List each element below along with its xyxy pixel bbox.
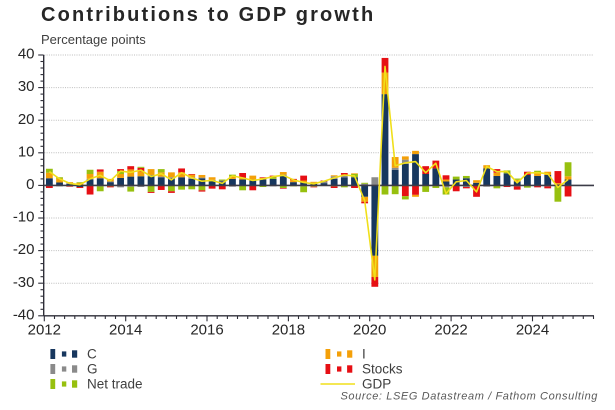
svg-text:GDP: GDP (362, 377, 391, 392)
svg-text:I: I (362, 347, 366, 362)
svg-text:2022: 2022 (434, 322, 467, 339)
svg-text:40: 40 (18, 46, 35, 63)
svg-text:-10: -10 (13, 209, 35, 226)
svg-text:-30: -30 (13, 274, 35, 291)
svg-text:10: 10 (18, 143, 35, 160)
svg-text:Stocks: Stocks (362, 362, 403, 377)
svg-text:20: 20 (18, 111, 35, 128)
svg-text:2020: 2020 (353, 322, 386, 339)
svg-text:2024: 2024 (516, 322, 549, 339)
svg-text:2018: 2018 (272, 322, 305, 339)
svg-text:Net trade: Net trade (87, 377, 143, 392)
svg-text:Contributions to GDP growth: Contributions to GDP growth (41, 4, 375, 26)
svg-text:2012: 2012 (28, 322, 61, 339)
svg-text:2016: 2016 (190, 322, 223, 339)
svg-text:G: G (87, 362, 98, 377)
svg-text:Percentage points: Percentage points (41, 32, 146, 47)
svg-text:30: 30 (18, 78, 35, 95)
svg-text:-20: -20 (13, 241, 35, 258)
svg-text:C: C (87, 347, 97, 362)
svg-text:0: 0 (26, 176, 34, 193)
svg-text:2014: 2014 (109, 322, 142, 339)
svg-text:Source: LSEG Datastream / Fath: Source: LSEG Datastream / Fathom Consult… (340, 391, 598, 403)
svg-text:-40: -40 (13, 306, 35, 323)
